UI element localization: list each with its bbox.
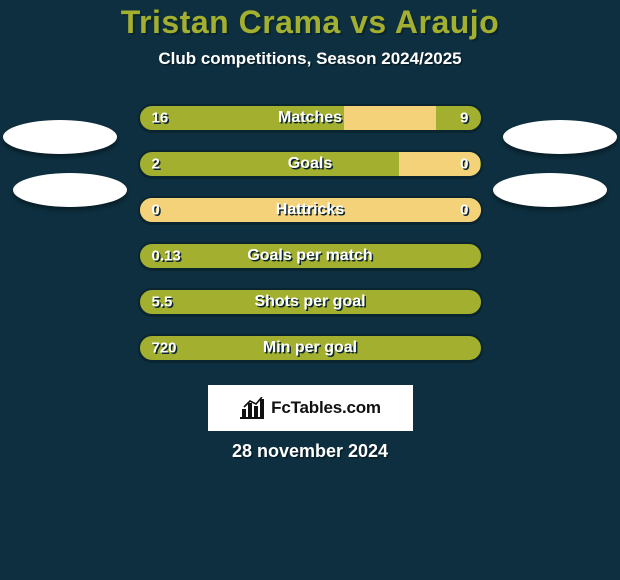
bar-residual: [344, 106, 436, 130]
stat-label: Min per goal: [263, 339, 357, 357]
left-value: 2: [152, 156, 160, 173]
bar-residual: [140, 198, 481, 222]
stat-row-min-per-goal: 720 Min per goal: [0, 325, 620, 371]
team-badge-right-3: [493, 173, 607, 207]
stat-row-shots-per-goal: 5.5 Shots per goal: [0, 279, 620, 325]
stat-label: Goals: [288, 155, 332, 173]
stat-label: Shots per goal: [254, 293, 365, 311]
bar-track: 0.13 Goals per match: [138, 242, 483, 270]
bar-track: 00Hattricks: [138, 196, 483, 224]
fctables-logo: FcTables.com: [208, 385, 413, 431]
subtitle: Club competitions, Season 2024/2025: [0, 49, 620, 69]
left-value: 720: [152, 340, 177, 357]
bar-chart-icon: [239, 397, 265, 419]
stat-label: Matches: [278, 109, 342, 127]
stat-row-goals-per-match: 0.13 Goals per match: [0, 233, 620, 279]
bar-track: 720 Min per goal: [138, 334, 483, 362]
comparison-infographic: Tristan Crama vs Araujo Club competition…: [0, 0, 620, 580]
team-badge-left-0: [3, 120, 117, 154]
right-value: 0: [460, 156, 468, 173]
stat-label: Goals per match: [247, 247, 372, 265]
bar-track: 5.5 Shots per goal: [138, 288, 483, 316]
team-badge-right-2: [503, 120, 617, 154]
left-value: 16: [152, 110, 169, 127]
left-value: 0: [152, 202, 160, 219]
team-badge-left-1: [13, 173, 127, 207]
right-value: 9: [460, 110, 468, 127]
right-value: 0: [460, 202, 468, 219]
logo-text: FcTables.com: [271, 398, 381, 418]
bar-track: 2 0 Goals: [138, 150, 483, 178]
date-text: 28 november 2024: [0, 441, 620, 462]
left-value: 5.5: [152, 294, 173, 311]
bar-track: 16 9 Matches: [138, 104, 483, 132]
page-title: Tristan Crama vs Araujo: [0, 4, 620, 41]
left-value: 0.13: [152, 248, 181, 265]
